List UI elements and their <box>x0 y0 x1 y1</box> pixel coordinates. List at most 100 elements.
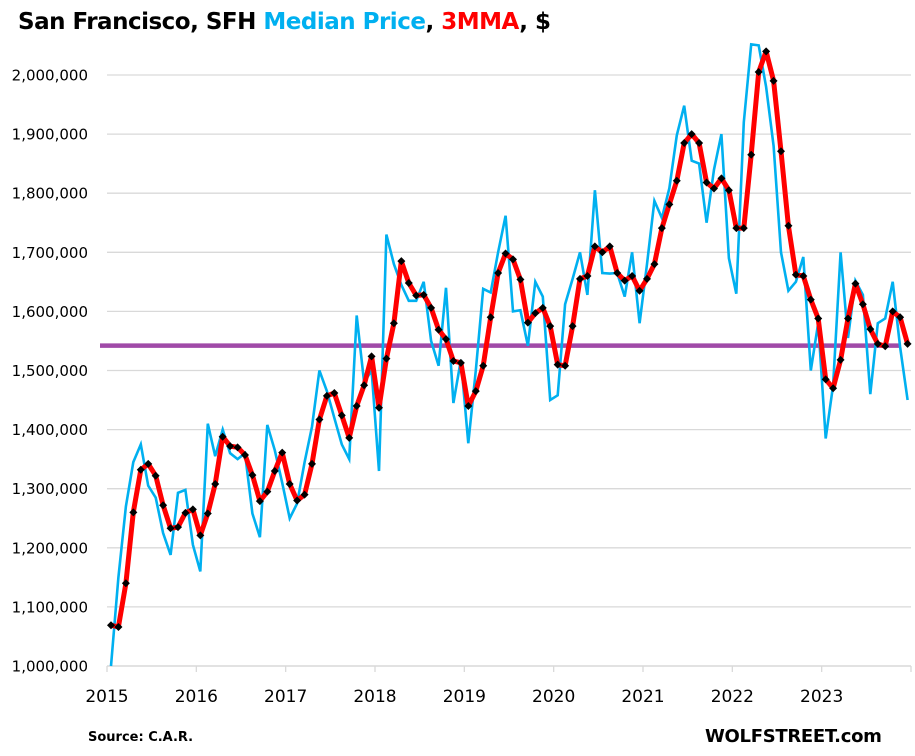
mma-marker <box>821 375 830 384</box>
mma-marker <box>181 508 190 517</box>
mma-marker <box>270 466 279 475</box>
mma-marker <box>702 178 711 187</box>
title-part-unit: , $ <box>519 9 551 35</box>
mma-marker <box>605 242 614 251</box>
mma-marker <box>777 147 785 156</box>
mma-marker <box>419 290 428 299</box>
mma-marker <box>672 176 681 185</box>
title-part-median: Median Price <box>263 9 426 35</box>
mma-marker <box>322 391 331 400</box>
mma-marker <box>873 339 882 348</box>
mma-marker <box>590 242 599 251</box>
mma-marker <box>717 174 726 183</box>
mma-marker <box>494 268 503 277</box>
mma-marker <box>397 257 406 266</box>
mma-marker <box>523 318 532 327</box>
mma-line <box>110 48 911 630</box>
mma-marker <box>248 471 257 480</box>
y-tick-label: 2,000,000 <box>12 67 88 85</box>
mma-marker <box>121 579 130 588</box>
y-tick-label: 1,300,000 <box>12 480 88 498</box>
x-tick-label: 2018 <box>353 687 396 707</box>
y-tick-label: 1,000,000 <box>12 658 88 676</box>
mma-marker <box>114 622 123 631</box>
mma-marker <box>330 388 339 397</box>
y-tick-label: 1,700,000 <box>12 244 88 262</box>
mma-marker <box>233 443 242 452</box>
mma-marker <box>255 497 264 506</box>
series-layer <box>100 42 912 667</box>
mma-marker <box>732 224 741 233</box>
source-label: Source: C.A.R. <box>88 730 194 745</box>
mma-marker <box>784 221 793 230</box>
mma-marker <box>620 276 629 285</box>
mma-marker <box>449 357 458 366</box>
x-tick-label: 2015 <box>85 687 128 707</box>
y-tick-label: 1,800,000 <box>12 185 88 203</box>
mma-marker <box>360 381 369 390</box>
mma-marker <box>650 260 659 269</box>
mma-marker <box>166 524 175 533</box>
x-tick-label: 2021 <box>621 687 664 707</box>
mma-marker <box>881 342 890 351</box>
mma-marker <box>903 339 912 348</box>
mma-marker <box>241 451 249 460</box>
mma-marker <box>375 403 383 412</box>
mma-marker <box>464 401 473 410</box>
mma-marker <box>814 314 823 323</box>
mma-marker <box>486 313 495 322</box>
brand-label: WOLFSTREET.com <box>705 726 882 747</box>
y-tick-label: 1,500,000 <box>12 362 88 380</box>
mma-marker <box>769 76 778 85</box>
mma-marker <box>389 319 398 328</box>
mma-marker <box>576 274 584 283</box>
mma-marker <box>427 303 436 312</box>
mma-marker <box>643 274 651 283</box>
mma-marker <box>226 442 235 451</box>
mma-marker <box>739 224 748 233</box>
mma-marker <box>754 68 763 77</box>
mma-marker <box>538 303 547 312</box>
mma-marker <box>293 496 302 505</box>
mma-marker <box>144 459 153 468</box>
mma-marker <box>382 354 391 363</box>
mma-marker <box>858 300 867 309</box>
mma-marker <box>665 200 674 209</box>
mma-marker <box>151 471 160 480</box>
mma-marker <box>598 248 607 257</box>
title-part-sep: , <box>425 9 442 35</box>
title-part-location: San Francisco, SFH <box>18 9 264 35</box>
mma-marker <box>174 523 182 532</box>
mma-marker <box>136 465 145 474</box>
mma-marker <box>635 286 644 295</box>
mma-marker <box>546 322 555 331</box>
y-axis-ticks: 1,000,000 1,100,000 1,200,000 1,300,000 1,40… <box>12 67 88 676</box>
mma-marker <box>628 271 637 280</box>
mma-marker <box>516 275 525 284</box>
mma-marker <box>263 487 272 496</box>
x-tick-label: 2020 <box>532 687 575 707</box>
mma-marker <box>791 270 800 279</box>
mma-marker <box>300 490 309 499</box>
mma-marker <box>836 355 845 364</box>
mma-marker <box>866 325 875 334</box>
y-tick-label: 1,600,000 <box>12 303 88 321</box>
mma-marker <box>159 501 168 510</box>
y-tick-label: 1,200,000 <box>12 539 88 557</box>
mma-marker <box>308 459 316 468</box>
mma-marker <box>799 271 808 280</box>
mma-marker <box>509 255 517 264</box>
mma-marker <box>695 138 704 147</box>
y-tick-label: 1,100,000 <box>12 598 88 616</box>
mma-marker <box>657 224 666 233</box>
x-tick-label: 2019 <box>443 687 486 707</box>
mma-marker <box>456 358 465 367</box>
mma-marker <box>844 314 852 323</box>
mma-marker <box>278 448 287 457</box>
mma-marker <box>188 505 197 514</box>
chart-title: San Francisco, SFH Median Price, 3MMA, $ <box>18 9 551 35</box>
y-tick-label: 1,900,000 <box>12 126 88 144</box>
mma-marker <box>583 271 592 280</box>
mma-marker <box>888 307 897 316</box>
x-tick-label: 2017 <box>264 687 307 707</box>
